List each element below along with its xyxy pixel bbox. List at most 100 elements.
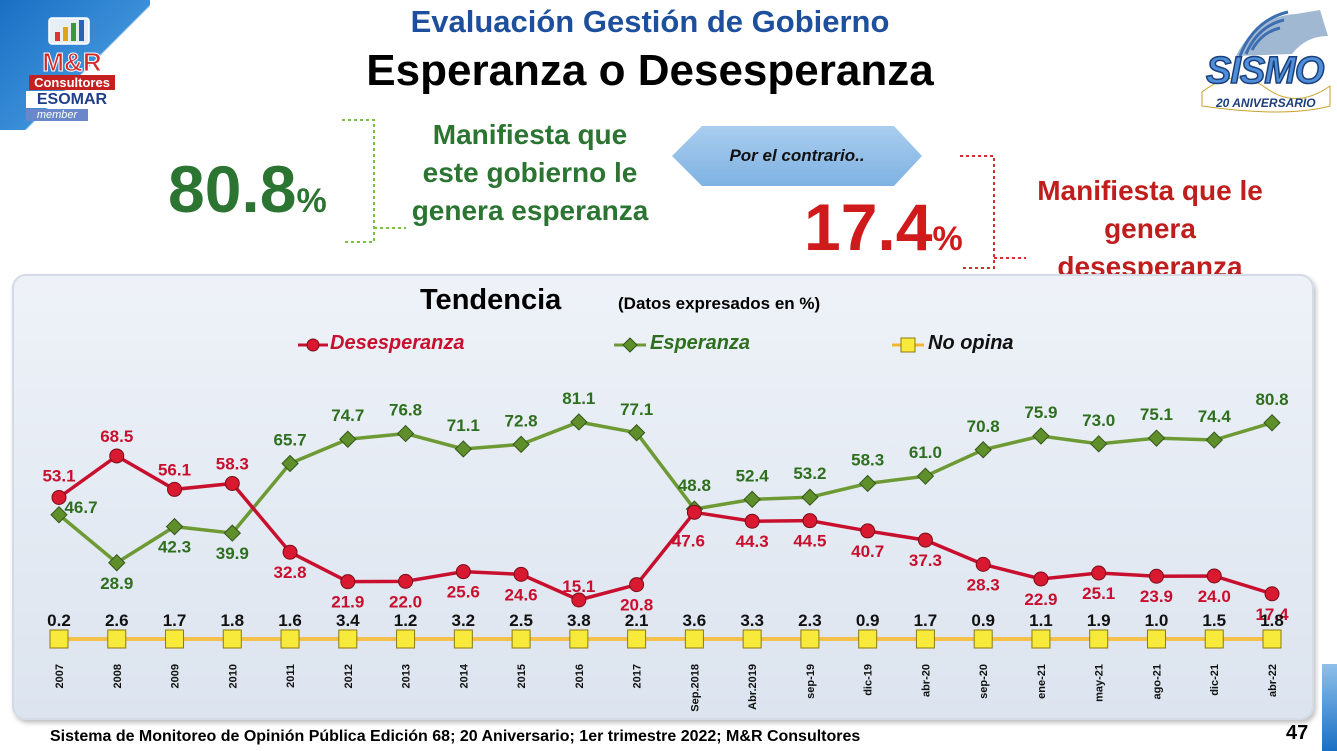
desesperanza-point — [629, 577, 645, 593]
x-tick-label: dic-19 — [863, 664, 875, 696]
x-tick-label: ago-21 — [1151, 664, 1163, 699]
esperanza-point — [858, 474, 877, 493]
desesperanza-data-label: 20.8 — [620, 596, 653, 615]
page-number: 47 — [1286, 722, 1309, 744]
hope-unit: % — [296, 182, 327, 220]
x-tick-label: dic-21 — [1209, 664, 1221, 696]
esperanza-point — [165, 517, 184, 536]
hope-value: 80.8 — [168, 152, 297, 226]
chart-title: Tendencia — [420, 284, 562, 316]
no-opina-point — [222, 629, 242, 649]
desesperanza-point — [1264, 586, 1280, 602]
legend-marker-esperanza — [614, 337, 646, 353]
x-tick-label: 2007 — [54, 664, 66, 688]
page-subtitle: Esperanza o Desesperanza — [366, 46, 934, 95]
x-tick-label: 2013 — [401, 664, 413, 688]
esperanza-data-label: 65.7 — [274, 431, 307, 450]
left-arrow-icon — [672, 126, 922, 186]
desesperanza-point — [802, 513, 818, 529]
desesperanza-data-label: 22.9 — [1024, 590, 1057, 609]
contrast-label: Por el contrario.. — [729, 146, 865, 165]
no-opina-point — [1146, 629, 1166, 649]
desesperanza-point — [455, 564, 471, 580]
esperanza-point — [223, 524, 241, 542]
desesperanza-point — [1148, 568, 1164, 584]
hope-percentage: 80.8% — [168, 156, 327, 222]
desesperanza-point — [513, 566, 529, 582]
no-opina-data-label: 3.4 — [336, 611, 360, 630]
x-tick-label: abr-22 — [1267, 664, 1279, 697]
no-opina-point — [338, 629, 358, 649]
legend-marker-no-opina — [892, 337, 924, 353]
no-opina-data-label: 2.6 — [105, 611, 129, 630]
esperanza-data-label: 52.4 — [736, 466, 770, 485]
no-opina-point — [453, 629, 473, 649]
desesperanza-point — [1033, 571, 1049, 587]
no-opina-data-label: 1.0 — [1145, 611, 1169, 630]
esperanza-data-label: 58.3 — [851, 450, 884, 469]
no-opina-point — [1089, 629, 1109, 649]
no-opina-data-label: 1.6 — [278, 611, 302, 630]
x-tick-label: may-21 — [1094, 664, 1106, 702]
chart-logo-icon — [45, 14, 99, 48]
x-tick-label: 2010 — [227, 664, 239, 688]
no-opina-data-label: 3.3 — [740, 611, 764, 630]
esperanza-point — [627, 424, 646, 442]
esperanza-data-label: 39.9 — [216, 544, 249, 563]
x-tick-label: 2017 — [632, 664, 644, 688]
esperanza-point — [339, 430, 357, 448]
no-opina-data-label: 1.7 — [163, 611, 187, 630]
esperanza-data-label: 81.1 — [562, 389, 595, 408]
no-opina-data-label: 2.5 — [509, 611, 533, 630]
x-tick-label: 2012 — [343, 664, 355, 688]
desesperanza-point — [917, 532, 933, 548]
despair-line-1: Manifiesta que le — [1037, 175, 1263, 206]
esperanza-point — [281, 454, 299, 473]
desesperanza-point — [571, 592, 587, 608]
desesperanza-data-label: 21.9 — [331, 593, 364, 612]
sismo-word: SISMO — [1205, 49, 1325, 93]
esperanza-data-label: 71.1 — [447, 416, 480, 435]
x-tick-label: ene-21 — [1036, 664, 1048, 699]
esperanza-data-label: 53.2 — [793, 464, 826, 483]
x-tick-label: abr-20 — [920, 664, 932, 697]
no-opina-data-label: 1.9 — [1087, 611, 1111, 630]
esperanza-data-label: 74.7 — [331, 406, 364, 425]
esperanza-point — [396, 424, 415, 443]
no-opina-point — [742, 629, 762, 649]
esperanza-data-label: 77.1 — [620, 400, 653, 419]
desesperanza-point — [109, 448, 125, 464]
esperanza-data-label: 72.8 — [505, 411, 538, 430]
no-opina-point — [627, 629, 647, 649]
desesperanza-point — [744, 513, 760, 529]
no-opina-point — [165, 629, 185, 649]
esperanza-point — [1205, 431, 1223, 449]
hope-line-3: genera esperanza — [411, 195, 649, 226]
no-opina-point — [915, 629, 935, 649]
legend-marker-desesperanza — [298, 338, 328, 352]
x-tick-label: 2016 — [574, 664, 586, 688]
desesperanza-data-label: 32.8 — [274, 563, 307, 582]
no-opina-data-label: 0.2 — [47, 611, 71, 630]
esperanza-point — [1263, 414, 1281, 432]
esperanza-data-label: 70.8 — [967, 417, 1000, 436]
sismo-anniversary: 20 ANIVERSARIO — [1216, 96, 1316, 110]
no-opina-data-label: 1.7 — [914, 611, 938, 630]
esperanza-data-label: 46.7 — [64, 498, 97, 517]
despair-percentage: 17.4% — [804, 194, 963, 260]
hope-description: Manifiesta que este gobierno le genera e… — [380, 116, 680, 230]
desesperanza-point — [1091, 565, 1107, 581]
corner-decoration-bottom — [1322, 664, 1337, 751]
esperanza-point — [974, 441, 992, 459]
no-opina-point — [49, 629, 69, 649]
logo-sub: Consultores — [29, 75, 115, 90]
desesperanza-data-label: 22.0 — [389, 592, 422, 611]
esperanza-point — [108, 554, 126, 572]
desesperanza-data-label: 44.5 — [793, 532, 826, 551]
desesperanza-data-label: 25.6 — [447, 583, 480, 602]
esperanza-line — [57, 420, 1273, 565]
x-tick-label: sep-20 — [978, 664, 990, 699]
esperanza-point — [50, 506, 68, 524]
desesperanza-point — [686, 504, 702, 520]
